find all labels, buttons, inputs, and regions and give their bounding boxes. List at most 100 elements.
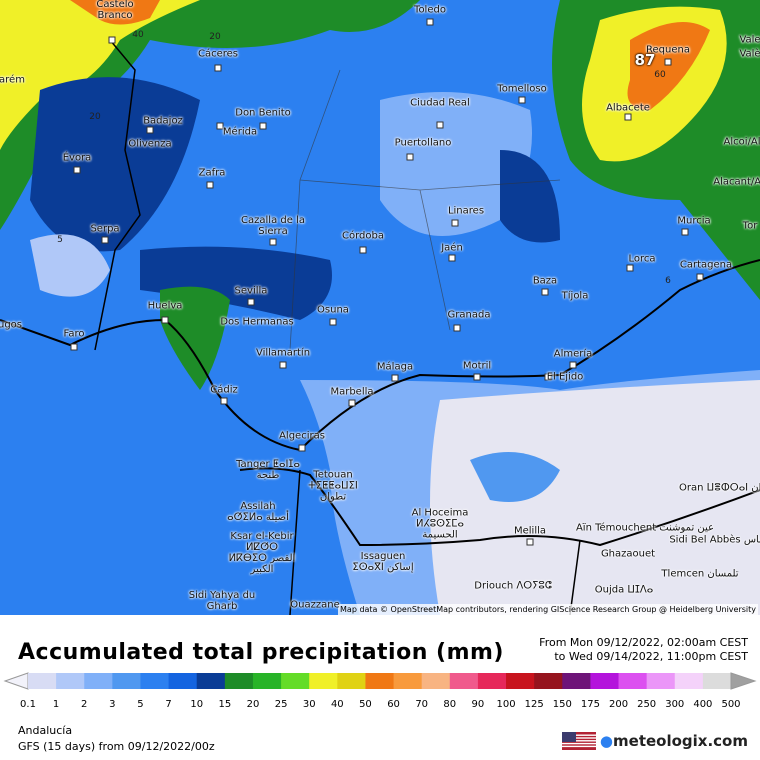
city-marker — [541, 288, 549, 296]
legend-swatch — [590, 673, 620, 689]
city-label: Lorca — [628, 253, 656, 265]
city-label: Baza — [532, 275, 558, 287]
city-label: Don Benito — [235, 107, 291, 119]
legend-swatch — [393, 673, 423, 689]
city-label: Requena — [646, 44, 690, 56]
legend-tick-label: 40 — [331, 699, 344, 710]
legend-tick-label: 10 — [190, 699, 203, 710]
city-marker — [544, 373, 552, 381]
legend-tick-label: 3 — [109, 699, 115, 710]
city-marker — [73, 166, 81, 174]
contour-label: 5 — [57, 235, 63, 245]
legend-swatch — [252, 673, 282, 689]
contour-label: 60 — [654, 70, 666, 80]
legend-tick-label: 70 — [415, 699, 428, 710]
city-label: ugos — [0, 319, 23, 331]
city-marker — [70, 343, 78, 351]
legend-tick-label: 0.1 — [20, 699, 36, 710]
city-label: Tanger ⵟⴰⵏⵊⴰ طنجة — [236, 459, 300, 481]
attribution: Map data © OpenStreetMap contributors, r… — [338, 604, 758, 615]
city-label: Issaguen ⵉⵙⴰⴳⵏ إساكن — [352, 551, 414, 573]
city-marker — [108, 36, 116, 44]
city-label: Cádiz — [210, 384, 238, 396]
contour-label: 6 — [665, 276, 671, 286]
city-marker — [329, 318, 337, 326]
city-label: Serpa — [90, 223, 120, 235]
legend-tick-label: 5 — [137, 699, 143, 710]
legend-swatch — [140, 673, 170, 689]
legend-tick-label: 50 — [359, 699, 372, 710]
city-marker — [101, 236, 109, 244]
city-label: Aïn Témouchent عين تموشنت — [575, 522, 715, 534]
map: Map data © OpenStreetMap contributors, r… — [0, 0, 760, 615]
city-label: Sevilla — [234, 285, 268, 297]
legend-tick-label: 20 — [247, 699, 260, 710]
legend-swatch — [196, 673, 226, 689]
city-marker — [518, 96, 526, 104]
city-label: Cazalla de la Sierra — [241, 215, 305, 237]
city-label: Linares — [447, 205, 485, 217]
legend-tick-label: 150 — [553, 699, 572, 710]
city-label: Sidi Bel Abbès سيدي بلعباس — [669, 534, 760, 546]
brand-text: meteologix.com — [613, 732, 748, 750]
contour-label: 40 — [132, 30, 144, 40]
legend-swatch — [506, 673, 535, 689]
city-label: Melilla — [513, 525, 547, 537]
city-label: Ouazzane — [290, 599, 340, 611]
legend-swatch — [309, 673, 338, 689]
city-marker — [391, 374, 399, 382]
city-label: Badajoz — [143, 115, 183, 127]
city-label: Ghazaouet — [600, 548, 656, 560]
legend-tick-label: 80 — [443, 699, 456, 710]
period-from: From Mon 09/12/2022, 02:00am CEST — [539, 636, 748, 649]
city-marker — [448, 254, 456, 262]
city-marker — [624, 113, 632, 121]
city-marker — [161, 316, 169, 324]
city-label: Vale — [739, 34, 760, 46]
legend-swatch — [421, 673, 451, 689]
city-marker — [426, 18, 434, 26]
legend-tick-label: 175 — [581, 699, 600, 710]
legend-tick-label: 400 — [693, 699, 712, 710]
period-to: to Wed 09/14/2022, 11:00pm CEST — [554, 650, 748, 663]
city-label: Assilah ⴰⵚⵉⵍⴰ أصيلة — [227, 501, 289, 523]
legend-swatch — [618, 673, 648, 689]
legend-swatch — [168, 673, 198, 689]
legend-swatch — [56, 673, 85, 689]
city-marker — [696, 273, 704, 281]
city-marker — [473, 373, 481, 381]
city-marker — [664, 58, 672, 66]
city-label: Al Hoceima ⵍⵃⵓⵙⵉⵎⴰ الحسيمة — [411, 507, 469, 541]
legend-swatch — [562, 673, 591, 689]
city-label: Villamartín — [255, 347, 311, 359]
city-marker — [220, 397, 228, 405]
city-label: Córdoba — [342, 230, 384, 242]
legend-swatch — [224, 673, 254, 689]
title: Accumulated total precipitation (mm) — [18, 640, 504, 665]
city-label: Marbella — [330, 386, 374, 398]
legend-swatch — [281, 673, 310, 689]
city-label: Oujda ⵡⵊⴷⴰ — [594, 584, 654, 596]
legend-tick-label: 60 — [387, 699, 400, 710]
city-marker — [269, 238, 277, 246]
city-marker — [216, 122, 224, 130]
city-label: Granada — [447, 309, 491, 321]
city-marker — [406, 153, 414, 161]
contour-label: 20 — [209, 32, 221, 42]
city-label: Jaén — [441, 242, 463, 254]
city-marker — [526, 538, 534, 546]
city-label: Cáceres — [197, 48, 239, 60]
legend-swatch — [337, 673, 366, 689]
model: GFS (15 days) from 09/12/2022/00z — [18, 740, 215, 753]
city-label: Castelo Branco — [96, 0, 134, 21]
city-label: Osuna — [317, 304, 349, 316]
city-marker — [451, 219, 459, 227]
legend-tick-label: 2 — [81, 699, 87, 710]
city-label: Évora — [62, 152, 92, 164]
legend-swatch — [646, 673, 676, 689]
legend-tick-label: 300 — [665, 699, 684, 710]
legend-swatch — [534, 673, 563, 689]
city-label: Albacete — [606, 102, 650, 114]
legend-tick-label: 25 — [275, 699, 288, 710]
legend-tick-label: 100 — [496, 699, 515, 710]
